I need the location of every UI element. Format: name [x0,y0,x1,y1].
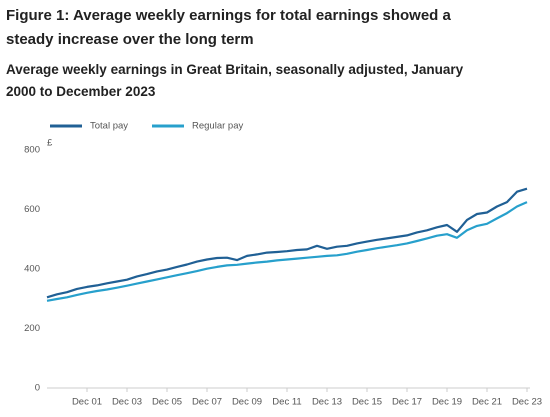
legend-label: Total pay [90,121,128,132]
y-tick-label: 200 [24,323,40,334]
legend-label: Regular pay [192,121,243,132]
x-tick-label: Dec 13 [312,397,342,408]
x-tick-label: Dec 23 [512,397,542,408]
x-tick-label: Dec 09 [232,397,262,408]
x-tick-label: Dec 07 [192,397,222,408]
subtitle: Average weekly earnings in Great Britain… [6,62,464,99]
title: Figure 1: Average weekly earnings for to… [6,7,451,48]
x-tick-label: Dec 17 [392,397,422,408]
x-tick-label: Dec 15 [352,397,382,408]
line [46,187,528,299]
line [46,201,528,302]
y-tick-label: 600 [24,204,40,215]
y-unit: £ [47,138,53,149]
y-tick-label: 800 [24,145,40,156]
x-tick-label: Dec 21 [472,397,502,408]
x-tick-label: Dec 19 [432,397,462,408]
x-tick-label: Dec 11 [272,397,301,408]
y-tick-label: 0 [35,383,40,394]
x-tick-label: Dec 05 [152,397,182,408]
x-tick-label: Dec 03 [112,397,142,408]
y-tick-label: 400 [24,264,40,275]
x-tick-label: Dec 01 [72,397,102,408]
